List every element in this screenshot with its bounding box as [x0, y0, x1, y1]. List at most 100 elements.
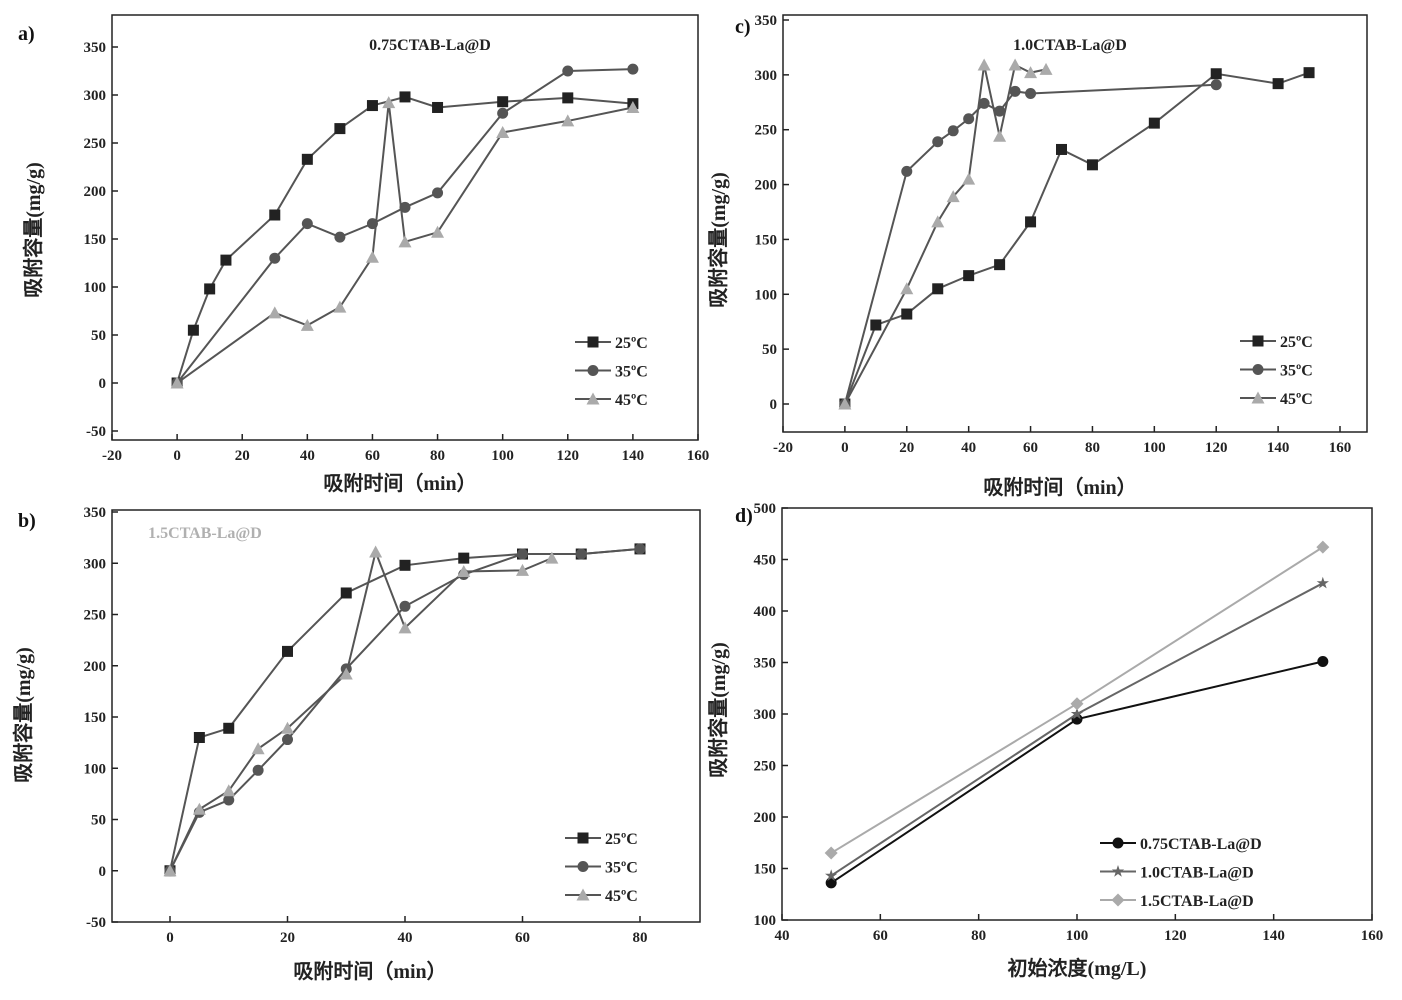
data-point [932, 136, 944, 148]
legend-label: 35ºC [1280, 363, 1313, 380]
data-point [497, 96, 509, 108]
y-tick-label: 350 [84, 505, 107, 521]
legend-marker [1252, 364, 1264, 375]
panel-label: c) [735, 16, 751, 38]
data-point [222, 784, 236, 797]
legend-label: 1.0CTAB-La@D [1140, 865, 1254, 882]
data-point [517, 548, 528, 560]
data-point [1070, 697, 1084, 711]
y-tick-label: 150 [84, 710, 107, 726]
data-point [1008, 58, 1022, 71]
x-tick-label: -20 [102, 448, 122, 464]
data-point [457, 564, 471, 577]
y-tick-label: 350 [84, 40, 107, 56]
data-point [204, 283, 216, 295]
y-tick-label: 300 [754, 707, 777, 723]
data-point [1316, 540, 1330, 554]
data-point [575, 548, 587, 560]
y-tick-label: 150 [755, 232, 778, 248]
data-point [282, 734, 293, 746]
y-tick-label: -50 [86, 915, 106, 931]
y-tick-label: 0 [99, 376, 107, 392]
x-tick-label: 140 [1262, 928, 1285, 944]
data-point [562, 65, 574, 77]
y-tick-label: -50 [86, 424, 106, 440]
series-line [169, 548, 553, 872]
data-point [192, 802, 206, 815]
x-tick-label: 140 [622, 448, 645, 464]
data-point [947, 125, 959, 137]
x-tick-label: 60 [365, 448, 380, 464]
data-point [1039, 62, 1053, 75]
data-point [269, 252, 281, 264]
data-point [369, 545, 383, 558]
data-point [562, 92, 574, 104]
data-point [251, 742, 265, 755]
data-point [626, 100, 640, 113]
series-line [169, 547, 641, 871]
data-point [366, 100, 378, 112]
data-point [398, 621, 412, 634]
x-tick-label: 100 [1066, 928, 1089, 944]
data-point [946, 190, 960, 203]
data-point [340, 587, 352, 599]
data-point [900, 282, 914, 295]
data-point [432, 101, 444, 113]
data-point [994, 259, 1006, 271]
data-point [1303, 67, 1315, 79]
data-point [300, 318, 314, 331]
data-point [382, 96, 396, 109]
data-point [399, 600, 411, 612]
panel-label: b) [18, 510, 36, 532]
legend-marker [577, 861, 589, 872]
data-point [399, 91, 411, 103]
panel-title: 1.5CTAB-La@D [148, 525, 262, 542]
data-point [365, 250, 379, 263]
data-point [1009, 85, 1021, 97]
data-point [399, 559, 411, 571]
y-tick-label: 400 [754, 604, 777, 620]
y-tick-label: 100 [84, 280, 107, 296]
x-tick-label: 40 [775, 928, 790, 944]
series-0.75CTAB-La@D: 0.75CTAB-La@D [825, 655, 1329, 889]
x-tick-label: 100 [491, 448, 514, 464]
data-point [497, 107, 509, 119]
legend-marker [1111, 865, 1125, 877]
legend-label: 45ºC [1280, 391, 1313, 408]
y-tick-label: 50 [91, 328, 106, 344]
y-tick-label: 200 [755, 178, 778, 194]
data-point [545, 551, 559, 564]
y-tick-label: 50 [762, 342, 777, 358]
data-point [1024, 66, 1038, 79]
data-point [220, 254, 232, 266]
data-point [170, 376, 184, 389]
data-point [1056, 143, 1067, 155]
data-point [838, 397, 852, 410]
series-25ºC: 25ºC [839, 67, 1315, 410]
data-point [223, 722, 235, 734]
y-tick-label: 250 [84, 136, 107, 152]
x-tick-label: 60 [515, 930, 530, 946]
y-tick-label: 150 [84, 232, 107, 248]
y-tick-label: 200 [84, 659, 107, 675]
x-tick-label: 80 [971, 928, 986, 944]
y-tick-label: 0 [99, 864, 107, 880]
data-point [496, 125, 510, 138]
y-tick-label: 300 [755, 68, 778, 84]
legend-marker [1111, 893, 1125, 907]
y-tick-label: 250 [755, 123, 778, 139]
series-1.5CTAB-La@D: 1.5CTAB-La@D [824, 540, 1330, 910]
panel-c: -20 0 20 40 60 80 100 120 140 160 0 50 100 150 200 250 3… [706, 13, 1368, 499]
y-tick-label: 200 [754, 810, 777, 826]
y-tick-label: 500 [754, 501, 777, 517]
legend-marker [1251, 391, 1265, 404]
data-point [333, 300, 347, 313]
y-tick-label: 100 [84, 761, 107, 777]
data-point [963, 113, 975, 125]
plot-frame [111, 14, 699, 441]
y-tick-label: 250 [754, 759, 777, 775]
x-tick-label: 140 [1267, 440, 1290, 456]
data-point [1210, 68, 1222, 80]
data-point [1316, 576, 1329, 589]
data-point [334, 123, 346, 135]
